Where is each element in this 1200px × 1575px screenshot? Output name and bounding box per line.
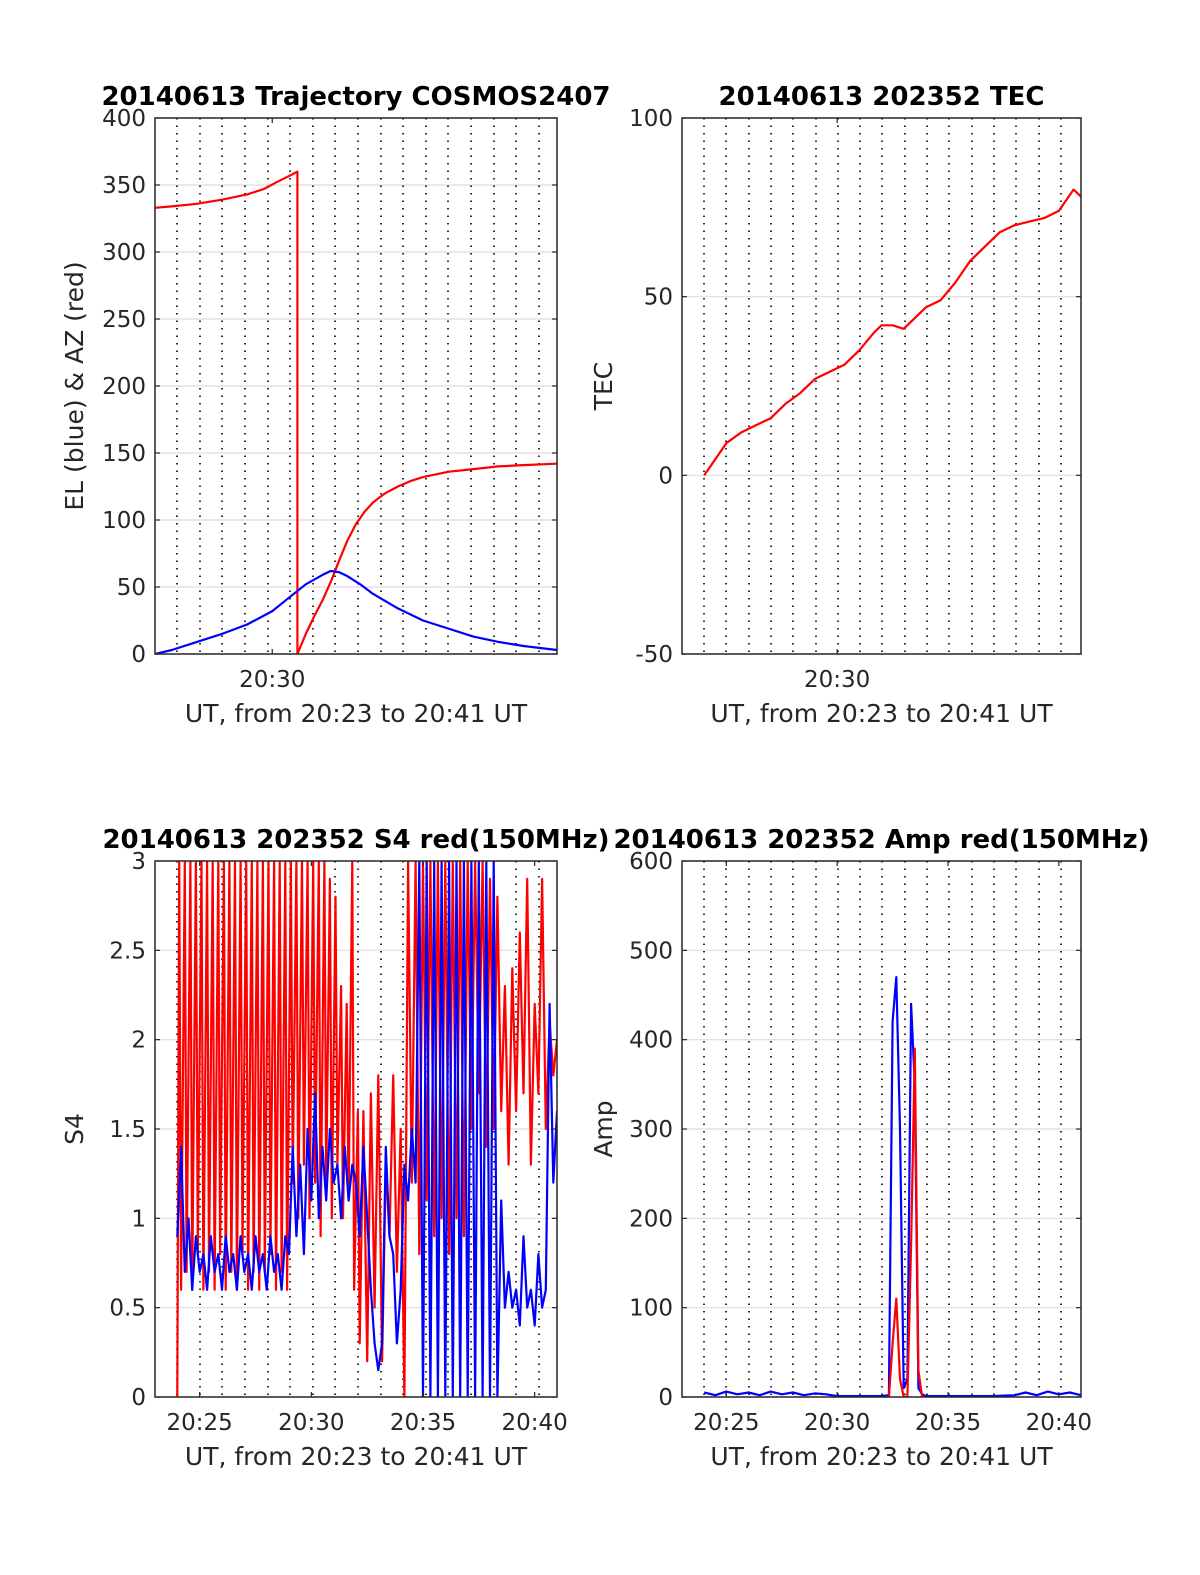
x-tick-label: 20:30 <box>804 1410 870 1436</box>
y-axis-label: S4 <box>60 1113 89 1145</box>
x-tick-label: 20:30 <box>804 667 870 693</box>
x-tick-label: 20:35 <box>915 1410 981 1436</box>
y-tick-label: 600 <box>629 849 673 875</box>
y-axis-label: EL (blue) & AZ (red) <box>60 261 89 510</box>
y-tick-label: 3 <box>131 849 146 875</box>
y-tick-label: 0.5 <box>109 1296 146 1322</box>
y-tick-label: 0 <box>658 463 673 489</box>
y-tick-label: 300 <box>629 1117 673 1143</box>
y-tick-label: 100 <box>629 1296 673 1322</box>
series-line-blue <box>176 861 557 1397</box>
y-tick-label: 150 <box>102 441 146 467</box>
trajectory-panel: 0 50 100 150 200 250 300 350 400 20:30 20140613 Tr… <box>60 82 611 728</box>
y-tick-label: 0 <box>131 642 146 668</box>
x-axis-label: UT, from 20:23 to 20:41 UT <box>710 699 1053 728</box>
y-tick-label: 300 <box>102 240 146 266</box>
x-axis-label: UT, from 20:23 to 20:41 UT <box>185 1442 528 1471</box>
x-tick-label: 20:30 <box>278 1410 344 1436</box>
axes-frame <box>681 117 1082 655</box>
x-tick-label: 20:40 <box>502 1410 568 1436</box>
y-tick-label: 100 <box>102 508 146 534</box>
y-tick-label: 1 <box>131 1206 146 1232</box>
y-tick-label: 100 <box>629 106 673 132</box>
y-tick-label: 400 <box>629 1028 673 1054</box>
x-tick-label: 20:25 <box>693 1410 759 1436</box>
y-tick-label: 0 <box>131 1385 146 1411</box>
series-line-red <box>176 861 557 1397</box>
y-tick-label: -50 <box>635 642 673 668</box>
chart-title: 20140613 202352 S4 red(150MHz) <box>102 825 609 855</box>
y-tick-label: 200 <box>629 1206 673 1232</box>
series-line-red <box>887 1047 924 1397</box>
tec-panel: -50 0 50 100 20:30 20140613 202352 TEC UT, fro… <box>589 82 1082 728</box>
series-line-blue <box>155 569 557 654</box>
y-tick-label: 2 <box>131 1028 146 1054</box>
y-tick-label: 50 <box>117 575 146 601</box>
y-tick-label: 0 <box>658 1385 673 1411</box>
x-tick-label: 20:35 <box>390 1410 456 1436</box>
y-tick-label: 200 <box>102 374 146 400</box>
y-tick-label: 1.5 <box>109 1117 146 1143</box>
y-tick-label: 500 <box>629 938 673 964</box>
y-tick-label: 400 <box>102 106 146 132</box>
series-line-blue <box>703 975 1081 1397</box>
y-tick-label: 250 <box>102 307 146 333</box>
x-tick-label: 20:30 <box>239 667 305 693</box>
amp-panel: 0 100 200 300 400 500 600 20:25 20:30 20:35 20:40 2… <box>589 825 1150 1471</box>
y-tick-label: 350 <box>102 173 146 199</box>
s4-panel: 0 0.5 1 1.5 2 2.5 3 20:25 20:30 20:35 20:40 2014061… <box>60 825 610 1471</box>
y-axis-label: Amp <box>589 1100 618 1157</box>
x-tick-label: 20:40 <box>1026 1410 1092 1436</box>
y-tick-label: 50 <box>644 285 673 311</box>
chart-title: 20140613 Trajectory COSMOS2407 <box>101 82 610 112</box>
x-tick-label: 20:25 <box>167 1410 233 1436</box>
series-line-red <box>703 188 1081 476</box>
chart-title: 20140613 202352 TEC <box>719 82 1045 112</box>
x-axis-label: UT, from 20:23 to 20:41 UT <box>710 1442 1053 1471</box>
chart-title: 20140613 202352 Amp red(150MHz) <box>613 825 1149 855</box>
y-tick-label: 2.5 <box>109 938 146 964</box>
x-axis-label: UT, from 20:23 to 20:41 UT <box>185 699 528 728</box>
y-axis-label: TEC <box>589 362 618 412</box>
